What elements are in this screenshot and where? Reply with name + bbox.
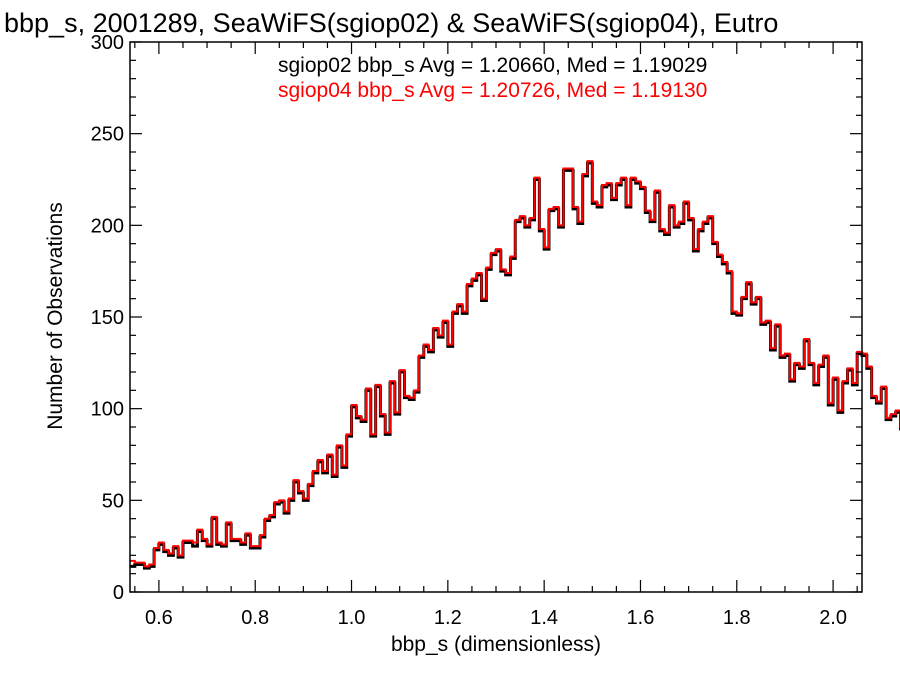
x-tick-label: 0.6 [145,607,173,629]
y-tick-label: 200 [91,215,124,237]
y-tick-label: 50 [102,490,124,512]
series-sgiop04-line [130,160,900,568]
plot-area [129,41,900,593]
x-tick-label: 1.8 [723,607,751,629]
x-tick-label: 1.4 [530,607,558,629]
x-axis: 0.6 0.8 1.0 1.2 1.4 1.6 1.8 2.0 [134,42,858,629]
legend-sgiop02-stats: sgiop02 bbp_s Avg = 1.20660, Med = 1.190… [278,54,707,77]
y-tick-label: 150 [91,307,124,329]
plot-frame [129,41,863,593]
y-axis-label: Number of Observations [44,202,67,430]
legend-sgiop04-stats: sgiop04 bbp_s Avg = 1.20726, Med = 1.191… [278,79,707,102]
x-tick-label: 1.0 [338,607,366,629]
y-tick-label: 250 [91,124,124,146]
x-tick-label: 0.8 [241,607,269,629]
x-axis-label: bbp_s (dimensionless) [391,633,601,656]
x-tick-label: 2.0 [819,607,847,629]
y-tick-label: 100 [91,399,124,421]
y-tick-label: 300 [91,32,124,54]
chart-title: bbp_s, 2001289, SeaWiFS(sgiop02) & SeaWi… [4,8,778,38]
y-tick-label: 0 [113,582,124,604]
x-tick-label: 1.6 [627,607,655,629]
y-axis: 0 50 100 150 200 250 300 [91,32,862,604]
x-tick-label: 1.2 [434,607,462,629]
